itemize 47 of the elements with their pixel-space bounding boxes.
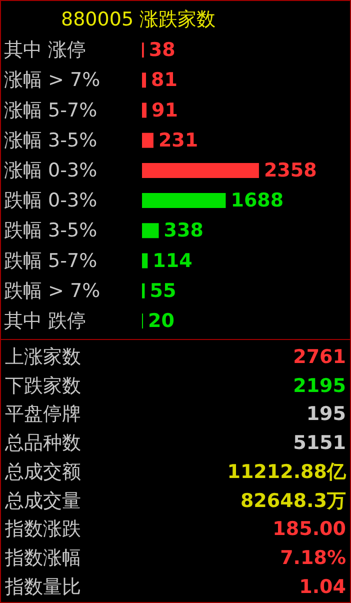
y-tick-label: 涨幅 5-7% [4,99,98,122]
text: 11212.88亿 [227,460,346,485]
y-tick-label: 跌幅 0-3% [4,190,98,212]
data-label: 91 [152,99,178,122]
y-tick-label: 跌幅 > 7% [4,280,100,302]
bar [142,102,147,118]
data-label: 338 [164,220,204,242]
text: 下跌家数 [5,374,81,399]
bar [142,72,146,88]
text: 185.00 [272,517,346,542]
text: 2761 [293,345,346,370]
text: 总品种数 [5,431,81,456]
data-label: 231 [158,129,198,152]
data-label: 20 [148,310,174,332]
text: 平盘停牌 [5,402,81,428]
text: 指数涨幅 [5,546,81,571]
text: 总成交量 [5,488,81,514]
text: 7.18% [280,546,346,571]
data-label: 81 [151,69,178,92]
y-tick-label: 涨幅 3-5% [4,129,98,152]
text: 指数涨跌 [5,517,81,542]
data-label: 55 [150,280,176,302]
text: 2195 [293,374,346,399]
y-tick-label: 其中 涨停 [4,39,86,62]
y-tick-label: 涨幅 > 7% [4,69,100,92]
y-tick-label: 其中 跌停 [4,310,86,332]
y-tick-label: 跌幅 5-7% [4,250,98,272]
data-label: 114 [152,250,192,272]
bar [142,193,226,208]
data-label: 2358 [264,159,317,182]
bar [142,253,148,268]
bar [142,283,145,298]
chart-title: 880005 涨跌家数 [61,8,216,30]
text: 总成交额 [5,460,81,485]
text: 1.04 [299,574,346,600]
text: 195 [306,402,346,428]
data-label: 1688 [230,190,284,212]
bar [142,223,159,238]
bar [142,162,259,178]
text: 指数量比 [5,574,81,600]
bar [142,132,154,148]
y-tick-label: 跌幅 3-5% [4,220,98,242]
text: 5151 [293,431,346,456]
text: 上涨家数 [5,345,81,370]
y-tick-label: 涨幅 0-3% [4,159,98,182]
text: 82648.3万 [240,488,346,514]
data-label: 38 [148,39,176,62]
